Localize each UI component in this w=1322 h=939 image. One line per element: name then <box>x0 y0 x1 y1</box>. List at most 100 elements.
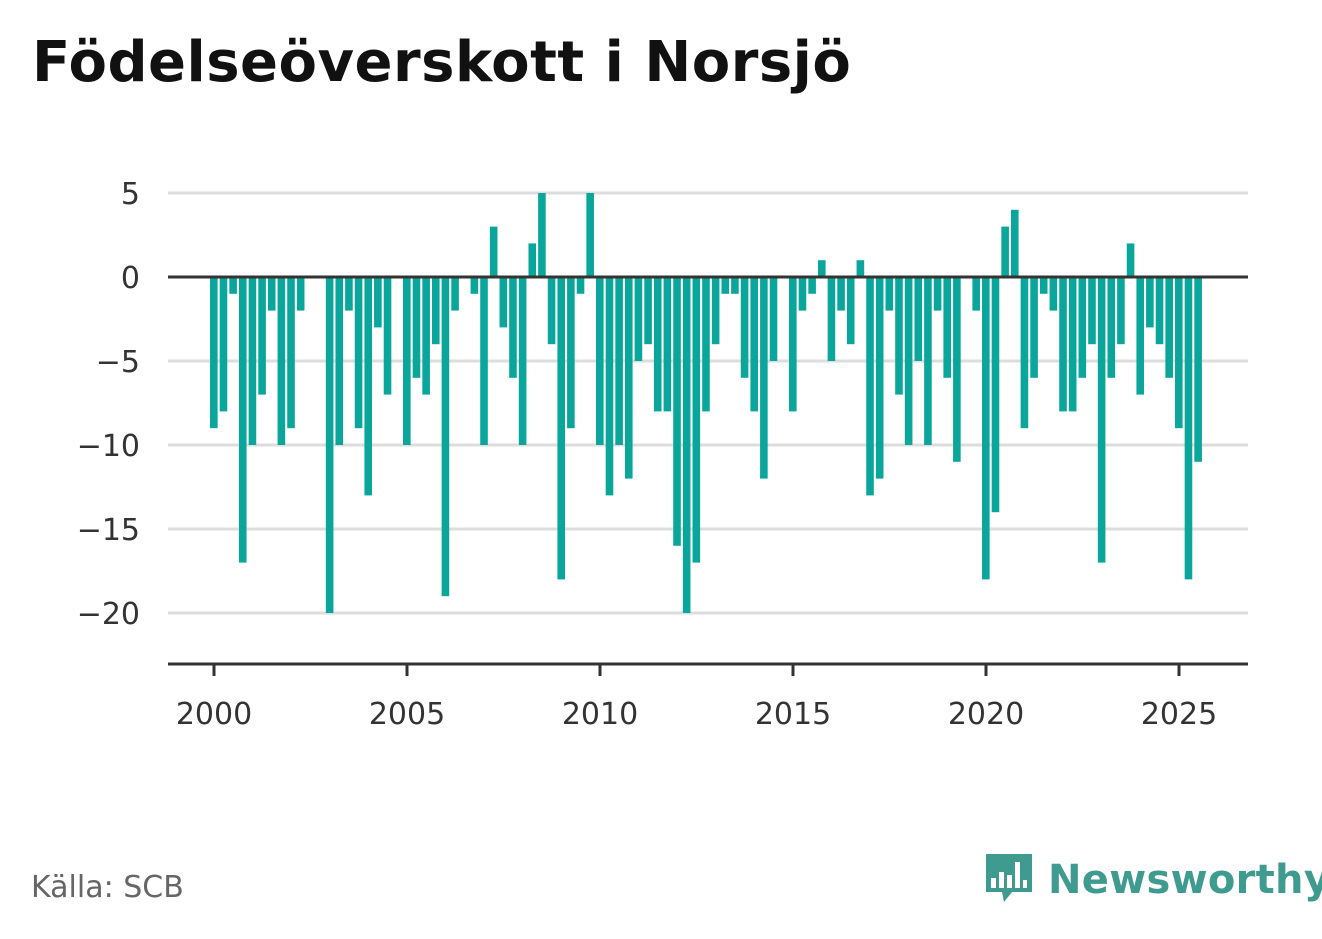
bar <box>480 277 488 445</box>
bar <box>827 277 836 361</box>
bar <box>1078 277 1087 378</box>
bar <box>895 277 903 395</box>
bar <box>248 277 257 445</box>
bar <box>383 277 392 395</box>
bars <box>210 193 1202 613</box>
bar <box>210 277 218 429</box>
bar <box>325 277 334 613</box>
brand-name: Newsworthy <box>1048 857 1322 903</box>
bar <box>692 277 701 563</box>
bar <box>924 277 932 445</box>
bar <box>1136 277 1145 395</box>
bar <box>972 277 980 311</box>
bar <box>624 277 633 479</box>
bar <box>663 277 672 412</box>
bar <box>1030 277 1038 378</box>
bar <box>885 277 894 311</box>
bar <box>991 277 1000 513</box>
bar <box>258 277 266 395</box>
bar <box>470 277 479 294</box>
newsworthy-brand[interactable]: Newsworthy <box>982 850 1322 910</box>
bar <box>1165 277 1173 378</box>
bar <box>904 277 913 445</box>
bar <box>451 277 459 311</box>
bar <box>441 277 450 597</box>
bar <box>596 277 604 445</box>
bar <box>345 277 353 311</box>
bar <box>229 277 237 294</box>
bar <box>846 277 855 345</box>
bar <box>933 277 942 311</box>
bar <box>856 260 865 277</box>
bar <box>837 277 845 311</box>
bar <box>489 226 498 277</box>
bar <box>1010 209 1019 277</box>
bar <box>499 277 508 328</box>
bar <box>760 277 768 479</box>
bar <box>1049 277 1058 311</box>
axes: 5 0 −5 −10 −15 −20 2000 2005 2010 2015 2020 2025 <box>77 177 1248 732</box>
bar <box>731 277 739 294</box>
bar <box>528 243 537 277</box>
x-tick-label: 2015 <box>755 697 831 732</box>
bar <box>557 277 566 580</box>
bar <box>412 277 421 378</box>
bar <box>866 277 874 496</box>
bar <box>431 277 440 345</box>
bar <box>982 277 990 580</box>
bar <box>1039 277 1048 294</box>
bar <box>682 277 691 613</box>
newsworthy-logo-icon <box>986 854 1032 902</box>
bar <box>518 277 527 445</box>
bar <box>374 277 382 328</box>
y-tick-label: 5 <box>121 177 140 212</box>
bar <box>219 277 228 412</box>
bar <box>1059 277 1067 412</box>
bar <box>914 277 923 361</box>
bar <box>287 277 295 429</box>
y-tick-label: 0 <box>121 261 140 296</box>
x-tick-label: 2005 <box>369 697 445 732</box>
bar <box>1126 243 1135 277</box>
bar <box>267 277 276 311</box>
bar <box>1020 277 1029 429</box>
bar <box>1001 226 1009 277</box>
bar <box>538 193 546 277</box>
bar <box>238 277 247 563</box>
bar <box>1184 277 1193 580</box>
y-tick-label: −15 <box>77 513 140 548</box>
bar-chart: 5 0 −5 −10 −15 −20 2000 2005 2010 2015 2020 2025 <box>77 177 1248 732</box>
bar <box>509 277 517 378</box>
bar <box>335 277 344 445</box>
bar <box>798 277 807 311</box>
bar <box>653 277 662 412</box>
bar <box>711 277 720 345</box>
bar <box>615 277 623 445</box>
bar <box>875 277 884 479</box>
bar <box>750 277 759 412</box>
bar <box>817 260 826 277</box>
bar <box>644 277 652 345</box>
bar <box>422 277 430 395</box>
y-tick-label: −5 <box>96 345 140 380</box>
y-tick-label: −10 <box>77 429 140 464</box>
bar <box>576 277 585 294</box>
bar <box>634 277 643 361</box>
bar <box>586 193 594 277</box>
x-tick-label: 2020 <box>948 697 1024 732</box>
x-tick-label: 2025 <box>1141 697 1217 732</box>
bar <box>1155 277 1164 345</box>
bar <box>702 277 710 412</box>
source-label: Källa: SCB <box>31 870 184 905</box>
bar <box>943 277 952 378</box>
chart-title: Födelseöverskott i Norsjö <box>32 30 852 95</box>
bar <box>605 277 614 496</box>
bar <box>1107 277 1116 378</box>
y-tick-label: −20 <box>77 597 140 632</box>
bar <box>1068 277 1077 412</box>
bar <box>403 277 411 445</box>
bar <box>1194 277 1202 462</box>
bar <box>808 277 816 294</box>
bar <box>1097 277 1106 563</box>
bar <box>1146 277 1154 328</box>
